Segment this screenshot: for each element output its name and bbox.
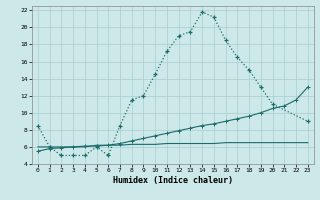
X-axis label: Humidex (Indice chaleur): Humidex (Indice chaleur) — [113, 176, 233, 185]
